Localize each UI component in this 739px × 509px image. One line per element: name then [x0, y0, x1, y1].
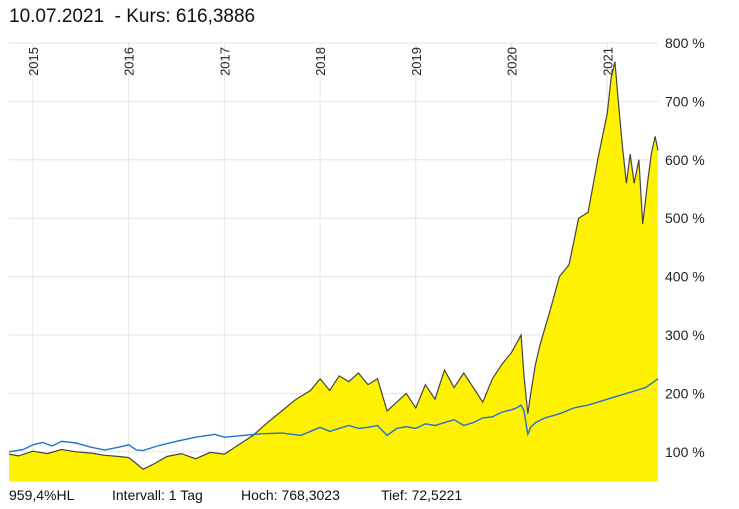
grid-layer [9, 42, 658, 482]
high-label: Hoch: 768,3023 [241, 487, 340, 503]
y-tick-label: 200 % [665, 385, 705, 401]
series-layer [8, 61, 659, 481]
low-label: Tief: 72,5221 [381, 487, 463, 503]
chart-title: 10.07.2021 - Kurs: 616,3886 [9, 6, 256, 27]
y-tick-label: 800 % [665, 35, 705, 51]
benchmark-line [8, 378, 659, 453]
axis-layer: 100 % 200 % 300 % 400 % 500 % 600 % 700 % 800 %… [26, 35, 705, 460]
y-tick-label: 600 % [665, 152, 705, 168]
performance-label: 959,4%HL [9, 487, 75, 503]
x-tick-label: 2019 [409, 47, 424, 76]
price-area [9, 61, 658, 481]
y-tick-label: 700 % [665, 93, 705, 109]
x-tick-label: 2020 [505, 47, 520, 76]
y-tick-label: 500 % [665, 210, 705, 226]
price-line [8, 61, 659, 471]
y-tick-label: 400 % [665, 269, 705, 285]
x-tick-label: 2015 [26, 47, 41, 76]
x-tick-label: 2017 [217, 47, 232, 76]
y-tick-label: 100 % [665, 444, 705, 460]
x-tick-label: 2016 [122, 47, 137, 76]
interval-label: Intervall: 1 Tag [112, 487, 203, 503]
x-tick-label: 2018 [313, 47, 328, 76]
x-tick-label: 2021 [600, 47, 615, 76]
y-tick-label: 300 % [665, 327, 705, 343]
